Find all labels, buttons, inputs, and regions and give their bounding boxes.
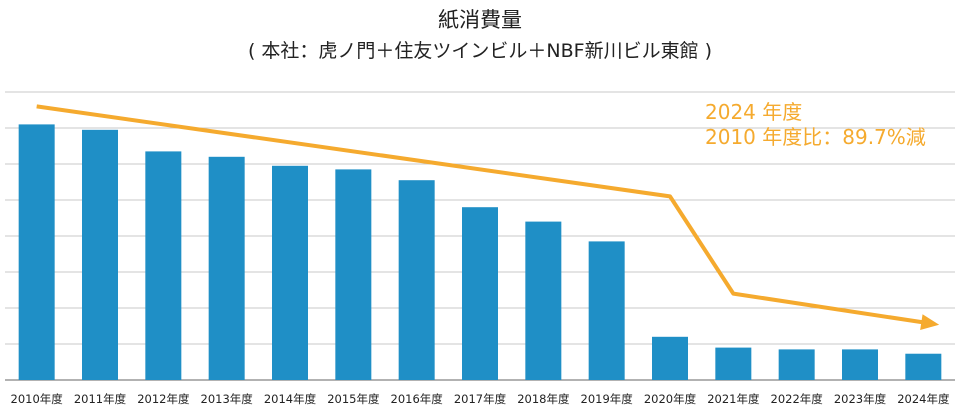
bar bbox=[398, 180, 435, 380]
trend-line bbox=[36, 104, 924, 325]
x-tick-label: 2022年度 bbox=[771, 392, 824, 406]
bar bbox=[335, 169, 372, 380]
trend-arrowhead bbox=[920, 314, 940, 331]
bar bbox=[652, 336, 688, 380]
x-tick-label: 2014年度 bbox=[264, 392, 317, 406]
x-tick-label: 2021年度 bbox=[707, 392, 760, 406]
bar bbox=[145, 151, 182, 380]
x-tick-label: 2019年度 bbox=[581, 392, 634, 406]
bar bbox=[842, 349, 878, 380]
bar bbox=[525, 221, 562, 380]
annotation-year: 2024 年度 bbox=[705, 100, 803, 124]
x-tick-label: 2023年度 bbox=[834, 392, 887, 406]
x-tick-label: 2024年度 bbox=[897, 392, 950, 406]
bar bbox=[272, 165, 308, 380]
x-tick-label: 2013年度 bbox=[201, 392, 254, 406]
bar bbox=[905, 353, 942, 380]
annotation-reduction: 2010 年度比：89.7%減 bbox=[705, 125, 926, 149]
x-tick-label: 2018年度 bbox=[517, 392, 570, 406]
bar bbox=[82, 129, 118, 380]
x-tick-label: 2010年度 bbox=[11, 392, 64, 406]
chart-title: 紙消費量 bbox=[438, 8, 522, 32]
chart-subtitle: ( 本社：虎ノ門＋住友ツインビル＋NBF新川ビル東館 ) bbox=[247, 40, 713, 62]
x-tick-label: 2020年度 bbox=[644, 392, 697, 406]
bar bbox=[715, 347, 752, 380]
x-tick-label: 2015年度 bbox=[327, 392, 380, 406]
x-tick-label: 2016年度 bbox=[391, 392, 444, 406]
bar bbox=[462, 207, 498, 380]
bar bbox=[18, 124, 55, 381]
bar bbox=[588, 241, 625, 380]
bar bbox=[778, 349, 815, 380]
x-tick-label: 2011年度 bbox=[74, 392, 127, 406]
bar bbox=[208, 156, 245, 380]
x-tick-label: 2017年度 bbox=[454, 392, 507, 406]
x-tick-label: 2012年度 bbox=[137, 392, 190, 406]
